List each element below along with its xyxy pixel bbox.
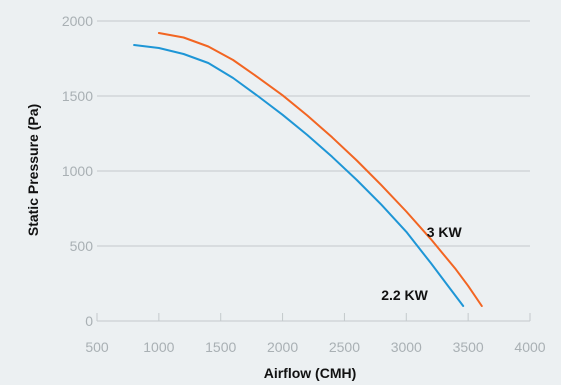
y-tick-label: 2000	[62, 13, 93, 29]
axes	[96, 313, 531, 322]
x-tick-label: 3500	[453, 339, 484, 355]
x-tick-label: 4000	[514, 339, 545, 355]
y-tick-label: 0	[85, 313, 93, 329]
series-lines	[133, 32, 483, 307]
y-tick-label: 500	[70, 238, 94, 254]
x-axis-title: Airflow (CMH)	[264, 365, 357, 381]
series-line-3-kw	[157, 32, 483, 307]
y-tick-label: 1000	[62, 163, 93, 179]
series-line-2-2-kw	[133, 44, 465, 307]
x-tick-label: 500	[85, 339, 109, 355]
x-tick-label: 2000	[267, 339, 298, 355]
x-tick-label: 3000	[391, 339, 422, 355]
y-tick-label: 1500	[62, 88, 93, 104]
gridlines	[97, 20, 530, 247]
series-label-2-2-kw: 2.2 KW	[381, 287, 428, 303]
labels: 0 500 1000 1500 2000 500 1000 1500 2000 2500 3000 3…	[62, 13, 546, 355]
x-tick-label: 2500	[329, 339, 360, 355]
x-tick-label: 1000	[143, 339, 174, 355]
y-axis-title: Static Pressure (Pa)	[25, 104, 41, 236]
x-tick-label: 1500	[205, 339, 236, 355]
series-label-3-kw: 3 KW	[427, 224, 463, 240]
